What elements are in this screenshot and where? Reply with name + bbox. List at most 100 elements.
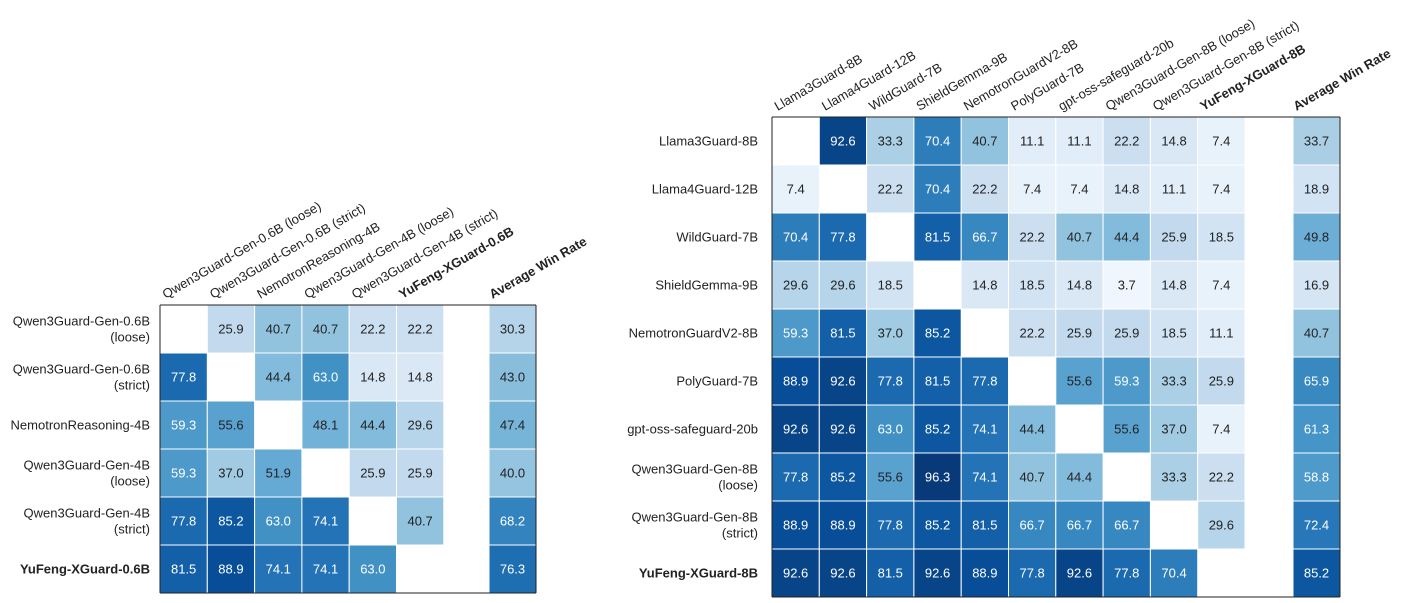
- heatmap-cell-value: 51.9: [266, 466, 291, 481]
- average-cell: [488, 544, 537, 594]
- heatmap-cell: [1197, 260, 1246, 310]
- heatmap-cell: [771, 308, 820, 358]
- heatmap-cell-value: 85.2: [925, 422, 950, 437]
- heatmap-cell-empty: [1150, 501, 1198, 549]
- heatmap-cell-value: 25.9: [407, 466, 432, 481]
- average-cell-value: 65.9: [1304, 374, 1329, 389]
- heatmap-cell: [348, 400, 398, 450]
- heatmap-cell-value: 74.1: [972, 470, 997, 485]
- heatmap-cell: [1055, 116, 1104, 166]
- heatmap-cell-value: 11.1: [1020, 134, 1044, 149]
- heatmap-cell-value: 77.8: [972, 374, 997, 389]
- average-cell-value: 40.7: [1304, 326, 1329, 341]
- average-cell-value: 61.3: [1304, 422, 1329, 437]
- heatmap-cell-empty: [961, 309, 1009, 357]
- average-cell-value: 40.0: [500, 466, 525, 481]
- heatmap-cell-empty: [1103, 453, 1151, 501]
- heatmap-cell-value: 81.5: [972, 518, 997, 533]
- average-cell-value: 72.4: [1304, 518, 1329, 533]
- heatmap-cell-value: 18.5: [1209, 230, 1234, 245]
- row-label: WildGuard-7B: [676, 230, 758, 245]
- heatmap-cell: [301, 496, 350, 546]
- heatmap-cell-value: 77.8: [878, 518, 903, 533]
- heatmap-cell-value: 66.7: [1019, 518, 1044, 533]
- row-label: ShieldGemma-9B: [655, 278, 758, 293]
- heatmap-cell-value: 44.4: [266, 370, 291, 385]
- average-cell: [1292, 212, 1341, 262]
- heatmap-cell: [818, 404, 868, 454]
- heatmap-cell: [1197, 164, 1246, 214]
- heatmap-cell: [960, 452, 1010, 502]
- heatmap-cell-value: 70.4: [925, 182, 950, 197]
- heatmap-cell: [1102, 404, 1151, 454]
- heatmap-cell: [1149, 452, 1199, 502]
- heatmap-cell: [960, 500, 1010, 550]
- heatmap-cell: [960, 548, 1010, 598]
- heatmap-cell-value: 3.7: [1118, 278, 1136, 293]
- heatmap-cell: [301, 544, 350, 594]
- heatmap-cell: [254, 496, 303, 546]
- heatmap-cell: [254, 304, 303, 354]
- heatmap-cell: [1008, 548, 1057, 598]
- heatmap-cell: [818, 308, 868, 358]
- heatmap-cell-value: 40.7: [972, 134, 997, 149]
- heatmap-cell-value: 74.1: [266, 562, 291, 577]
- heatmap-cell-value: 59.3: [171, 418, 196, 433]
- heatmap-cell-value: 96.3: [925, 470, 950, 485]
- heatmap-cell: [866, 116, 915, 166]
- row-label: Qwen3Guard-Gen-8B (strict): [632, 510, 758, 541]
- heatmap-cell-value: 70.4: [1161, 566, 1186, 581]
- heatmap-cell-empty: [1055, 405, 1104, 453]
- heatmap-cell-value: 77.8: [783, 470, 808, 485]
- heatmap-cell: [913, 212, 962, 262]
- heatmap-cell: [913, 116, 962, 166]
- average-cell-value: 43.0: [500, 370, 525, 385]
- heatmap-cell-empty: [301, 449, 350, 497]
- average-cell-value: 47.4: [500, 418, 525, 433]
- heatmap-cell-value: 25.9: [218, 322, 243, 337]
- heatmap-cell-value: 25.9: [1114, 326, 1139, 341]
- heatmap-cell: [913, 452, 962, 502]
- heatmap-cell-value: 88.9: [783, 374, 808, 389]
- heatmap-cell-value: 25.9: [1067, 326, 1092, 341]
- heatmap-cell-value: 63.0: [878, 422, 903, 437]
- heatmap-cell: [1197, 356, 1246, 406]
- heatmap-cell-value: 22.2: [360, 322, 385, 337]
- average-cell-value: 16.9: [1304, 278, 1329, 293]
- heatmap-cell-value: 44.4: [360, 418, 385, 433]
- heatmap-cell: [866, 452, 915, 502]
- heatmap-cell: [960, 404, 1010, 454]
- heatmap-cell-value: 40.7: [1019, 470, 1044, 485]
- heatmap-panel-right: 92.6 33.3 70.4 40.7 11.1 11.1 22.2 14.8 7.4 7.4 22…: [627, 16, 1394, 598]
- heatmap-cell: [960, 260, 1010, 310]
- heatmap-cell: [1149, 308, 1199, 358]
- heatmap-cell: [1055, 212, 1104, 262]
- heatmap-cell-value: 40.7: [266, 322, 291, 337]
- heatmap-cell: [960, 164, 1010, 214]
- heatmap-cell-value: 11.1: [1162, 182, 1186, 197]
- heatmap-cell-value: 7.4: [1023, 182, 1041, 197]
- heatmap-cell-value: 92.6: [830, 374, 855, 389]
- heatmap-cell: [254, 448, 303, 498]
- heatmap-cell: [1102, 260, 1151, 310]
- heatmap-cell-empty: [1197, 549, 1245, 597]
- heatmap-cell-value: 25.9: [1161, 230, 1186, 245]
- heatmap-cell-empty: [819, 165, 867, 213]
- row-label: Qwen3Guard-Gen-0.6B (strict): [13, 362, 150, 393]
- heatmap-cell-value: 70.4: [783, 230, 808, 245]
- heatmap-cell-value: 66.7: [1067, 518, 1092, 533]
- heatmap-cell-value: 44.4: [1114, 230, 1139, 245]
- row-label: Llama4Guard-12B: [652, 182, 758, 197]
- average-column-label: Average Win Rate: [1291, 46, 1394, 114]
- heatmap-cell: [1008, 404, 1057, 454]
- heatmap-cell: [159, 496, 208, 546]
- heatmap-cell: [866, 404, 915, 454]
- heatmap-cell-value: 85.2: [830, 470, 855, 485]
- heatmap-cell-value: 92.6: [783, 422, 808, 437]
- heatmap-cell-value: 74.1: [972, 422, 997, 437]
- average-cell-value: 30.3: [500, 322, 525, 337]
- heatmap-cell: [1197, 116, 1246, 166]
- heatmap-panel-left: 25.9 40.7 40.7 22.2 22.2 77.8 44.4 63.0 14.8 14.8…: [11, 198, 589, 594]
- heatmap-cell-value: 77.8: [830, 230, 855, 245]
- heatmap-cell-value: 77.8: [171, 514, 196, 529]
